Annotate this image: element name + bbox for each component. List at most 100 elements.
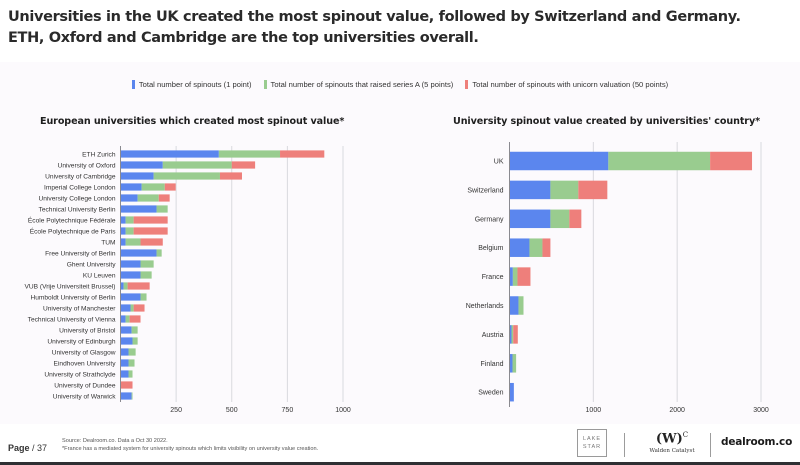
walden-name: Walden Catalyst	[649, 448, 695, 455]
bar-segment-spinouts	[509, 354, 513, 373]
category-label: University of Cambridge	[45, 173, 116, 180]
footnote-text: *France has a mediated system for univer…	[62, 446, 319, 452]
bar-segment-series-a	[125, 227, 134, 235]
category-label: Germany	[475, 216, 504, 223]
category-label: Finland	[481, 361, 504, 368]
category-label: ETH Zurich	[82, 151, 116, 158]
bar-segment-spinouts	[120, 227, 126, 235]
category-label: University of Warwick	[53, 393, 116, 400]
page-number: / 37	[32, 443, 48, 453]
x-tick-label: 500	[226, 407, 238, 414]
bar-segment-series-a	[125, 238, 141, 246]
bar-segment-series-a	[512, 354, 517, 373]
walden-mark: (W)C	[636, 428, 708, 446]
bar-segment-spinouts	[120, 392, 132, 400]
source-notes: Source: Dealroom.co. Data a Oct 30 2022.…	[62, 437, 318, 453]
logo-divider	[624, 433, 625, 457]
bar-segment-spinouts	[120, 359, 129, 367]
bar-segment-unicorn	[164, 183, 176, 191]
lakestar-logo: LAKE STAR	[577, 429, 607, 457]
bar-segment-series-a	[162, 161, 232, 169]
bar-segment-unicorn	[133, 227, 168, 235]
title-line-2: ETH, Oxford and Cambridge are the top un…	[8, 30, 479, 46]
bar-segment-series-a	[128, 370, 133, 378]
bar-segment-spinouts	[120, 315, 126, 323]
category-label: Switzerland	[467, 187, 503, 194]
category-label: France	[482, 274, 504, 281]
bar-segment-series-a	[128, 359, 135, 367]
category-label: Imperial College London	[44, 184, 116, 191]
category-label: Eindhoven University	[54, 360, 117, 367]
bar-segment-spinouts	[120, 161, 163, 169]
page-title: Universities in the UK created the most …	[8, 7, 798, 49]
category-label: École Polytechnique de Paris	[30, 226, 116, 235]
page-indicator: Page / 37	[8, 443, 47, 453]
bar-segment-spinouts	[120, 304, 131, 312]
lakestar-logo-line2: STAR	[582, 444, 602, 450]
right-chart-title: University spinout value created by univ…	[453, 116, 761, 127]
x-tick-label: 250	[170, 407, 182, 414]
x-tick-label: 1000	[586, 407, 602, 414]
countries-chart: 1000 2000 3000 UK Switzerland Germany Belgium F…	[466, 142, 769, 414]
bar-segment-series-a	[153, 172, 220, 180]
legend-item-series-a: Total number of spinouts that raised ser…	[263, 80, 454, 89]
bar-segment-series-a	[518, 296, 524, 315]
legend-label: Total number of spinouts that raised ser…	[270, 80, 454, 89]
bar-segment-spinouts	[120, 150, 219, 158]
bar-segment-series-a	[608, 151, 711, 171]
x-tick-label: 750	[282, 407, 294, 414]
category-label: Free University of Berlin	[45, 250, 116, 257]
bar-segment-series-a	[128, 348, 136, 356]
category-label: University of Dundee	[54, 382, 116, 389]
bar-segment-series-a	[550, 180, 579, 200]
category-label: Technical University of Vienna	[28, 316, 116, 323]
bar-segment-unicorn	[231, 161, 256, 169]
category-label: University of Oxford	[58, 162, 116, 169]
category-label: University of Edinburgh	[47, 338, 116, 345]
title-line-1: Universities in the UK created the most …	[8, 9, 741, 25]
bar-segment-unicorn	[280, 150, 325, 158]
walden-catalyst-logo: (W)C Walden Catalyst	[636, 428, 708, 454]
category-label: Netherlands	[466, 303, 504, 310]
bar-segment-unicorn	[140, 238, 163, 246]
bar-segment-series-a	[140, 293, 147, 301]
category-label: Humboldt University of Berlin	[30, 294, 115, 301]
bar-segment-series-a	[125, 216, 134, 224]
dealroom-logo: dealroom.co	[721, 436, 793, 448]
bar-segment-series-a	[123, 282, 128, 290]
bar-segment-spinouts	[120, 337, 133, 345]
bar-segment-spinouts	[120, 348, 129, 356]
bar-segment-unicorn	[517, 267, 531, 286]
bar-segment-unicorn	[129, 315, 141, 323]
category-label: TUM	[101, 239, 115, 246]
bar-segment-spinouts	[120, 249, 157, 257]
bar-segment-unicorn	[127, 282, 150, 290]
bar-segment-series-a	[141, 183, 165, 191]
bar-segment-series-a	[550, 209, 570, 229]
bar-segment-series-a	[156, 205, 168, 213]
bar-segment-series-a	[137, 194, 159, 202]
category-label: Austria	[482, 332, 504, 339]
bar-segment-spinouts	[509, 296, 519, 315]
category-label: University of Bristol	[59, 327, 116, 334]
bar-segment-series-a	[529, 238, 543, 257]
bar-segment-spinouts	[120, 293, 141, 301]
left-chart-title: European universities which created most…	[40, 116, 345, 127]
x-tick-label: 3000	[753, 407, 769, 414]
bar-segment-unicorn	[133, 216, 168, 224]
bar-segment-series-a	[511, 325, 514, 344]
x-tick-label: 1000	[335, 407, 351, 414]
category-label: KU Leuven	[83, 272, 116, 279]
category-label: Technical University Berlin	[39, 206, 116, 213]
bar-segment-series-a	[125, 315, 130, 323]
category-label: Sweden	[478, 390, 503, 397]
bar-segment-spinouts	[120, 282, 124, 290]
walden-mark-text: (W)	[655, 431, 683, 447]
bar-segment-spinouts	[120, 172, 154, 180]
legend-swatch-blue	[131, 80, 135, 89]
bar-segment-spinouts	[120, 238, 126, 246]
footer	[0, 424, 800, 463]
legend-item-unicorn: Total number of spinouts with unicorn va…	[465, 80, 668, 89]
bar-segment-unicorn	[513, 325, 518, 344]
category-label: University of Glasgow	[52, 349, 116, 356]
